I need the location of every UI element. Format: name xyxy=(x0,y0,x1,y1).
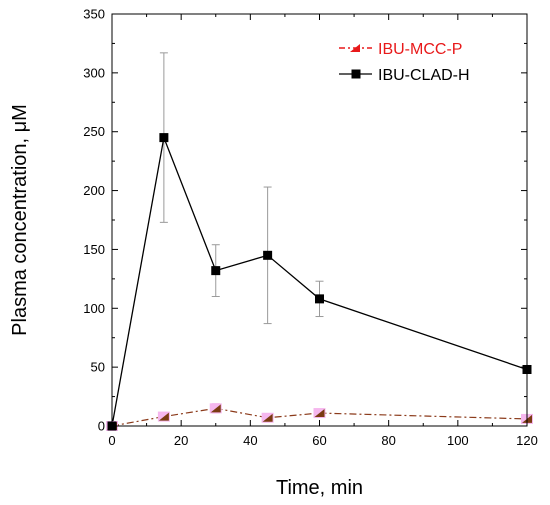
error-bars-layer xyxy=(159,52,531,421)
legend-marker-ibu-clad-h xyxy=(351,69,361,79)
y-tick-label: 50 xyxy=(91,360,105,375)
marker-ibu-clad-h xyxy=(211,266,221,276)
series-line-ibu-mcc-p xyxy=(111,407,528,427)
x-tick-label: 120 xyxy=(516,433,538,448)
legend: IBU-MCC-P IBU-CLAD-H xyxy=(339,41,470,84)
x-tick-label: 0 xyxy=(108,433,115,448)
y-axis-title: Plasma concentration, μM xyxy=(9,104,31,336)
marker-ibu-mcc-p xyxy=(210,404,221,413)
legend-label-ibu-clad-h: IBU-CLAD-H xyxy=(378,67,470,84)
y-tick-label: 350 xyxy=(83,7,105,22)
marker-ibu-mcc-p xyxy=(158,412,169,421)
x-tick-label: 100 xyxy=(447,433,469,448)
y-tick-label: 150 xyxy=(83,242,105,257)
legend-marker-ibu-mcc-p xyxy=(350,44,360,52)
marker-ibu-clad-h xyxy=(159,133,169,143)
legend-label-ibu-mcc-p: IBU-MCC-P xyxy=(378,41,462,58)
y-tick-label: 200 xyxy=(83,183,105,198)
x-axis-title: Time, min xyxy=(276,477,363,499)
x-tick-label: 40 xyxy=(243,433,257,448)
x-tick-label: 20 xyxy=(174,433,188,448)
x-tick-label: 60 xyxy=(312,433,326,448)
y-tick-label: 250 xyxy=(83,124,105,139)
marker-ibu-clad-h xyxy=(263,250,273,260)
y-tick-label: 100 xyxy=(83,301,105,316)
x-tick-label: 80 xyxy=(381,433,395,448)
series-line-ibu-clad-h xyxy=(111,135,528,427)
y-tick-label: 300 xyxy=(83,65,105,80)
marker-ibu-mcc-p xyxy=(314,409,325,418)
ticks-layer: 0 20 40 60 80 100 120 0 50 100 150 200 250 300 350 xyxy=(83,7,538,449)
series-lines-layer xyxy=(111,135,528,427)
y-tick-label: 0 xyxy=(98,419,105,434)
marker-ibu-clad-h xyxy=(315,294,324,304)
marker-ibu-mcc-p xyxy=(262,413,273,422)
